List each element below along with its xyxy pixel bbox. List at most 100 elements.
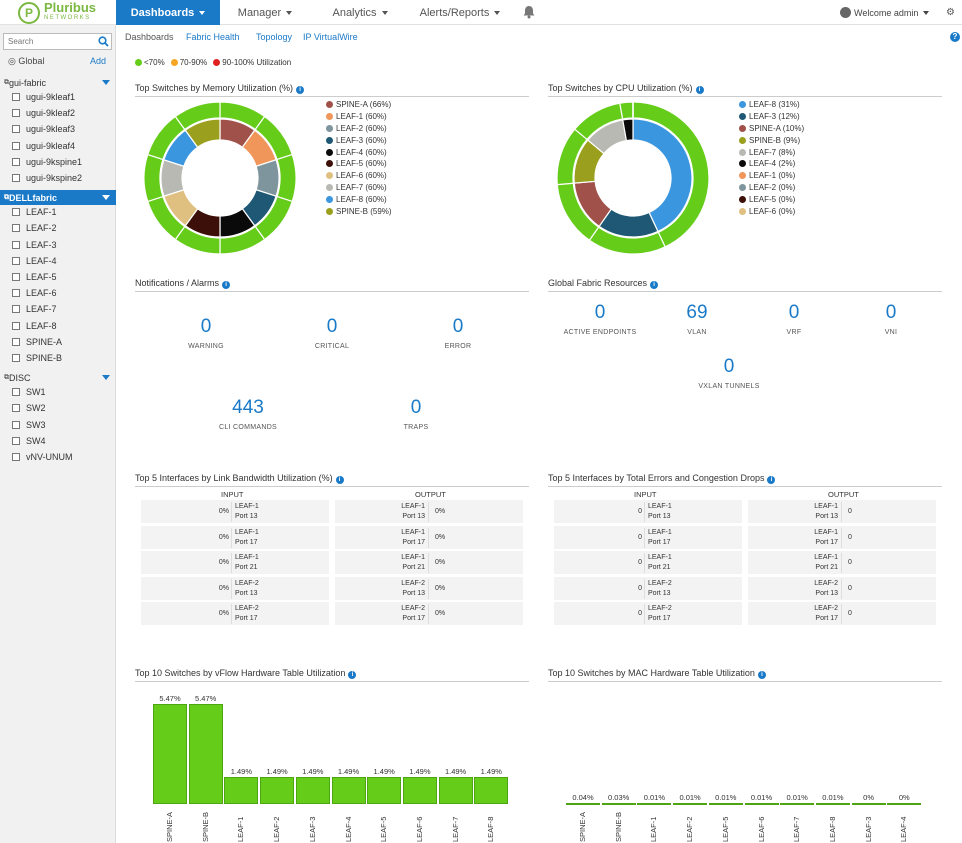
sidebar-item[interactable]: LEAF-8 [12, 321, 57, 331]
bar[interactable] [438, 776, 473, 804]
group-2[interactable]: ⧉ DISC [0, 370, 116, 385]
sidebar-item[interactable]: SPINE-B [12, 353, 62, 363]
info-icon[interactable]: i [757, 671, 766, 679]
chevron-down-icon[interactable] [102, 375, 110, 381]
sidebar-item[interactable]: ugui-9kspine1 [12, 157, 82, 167]
table-row[interactable]: 0% LEAF-1 Port 17 [141, 525, 329, 549]
checkbox[interactable] [12, 256, 20, 265]
checkbox[interactable] [12, 93, 20, 101]
checkbox[interactable] [12, 453, 20, 461]
sidebar-item[interactable]: SW1 [12, 387, 46, 397]
table-row[interactable]: LEAF-2 Port 17 0 [748, 602, 936, 625]
bar[interactable] [188, 704, 223, 804]
nav-analytics[interactable]: Analytics [315, 0, 405, 25]
search-icon[interactable] [98, 36, 109, 47]
checkbox[interactable] [12, 157, 20, 166]
bar[interactable] [887, 802, 922, 805]
tab-fabric-health[interactable]: Fabric Health [186, 32, 240, 42]
bar[interactable] [780, 802, 815, 805]
bar[interactable] [815, 802, 850, 805]
donut-outer-slice[interactable] [619, 101, 634, 120]
search-input[interactable] [3, 33, 112, 50]
bar[interactable] [673, 802, 708, 805]
checkbox[interactable] [12, 224, 20, 233]
checkbox[interactable] [12, 273, 20, 281]
table-row[interactable]: LEAF-1 Port 21 0% [335, 551, 523, 574]
bar[interactable] [566, 802, 600, 805]
table-row[interactable]: 0% LEAF-1 Port 21 [141, 551, 329, 574]
checkbox[interactable] [12, 240, 20, 249]
bar[interactable] [708, 802, 743, 805]
checkbox[interactable] [12, 321, 20, 330]
sidebar-item[interactable]: ugui-9kspine2 [12, 173, 82, 183]
checkbox[interactable] [12, 208, 20, 217]
bar[interactable] [224, 776, 259, 804]
info-icon[interactable]: i [695, 86, 704, 94]
table-row[interactable]: 0% LEAF-1 Port 13 [141, 500, 329, 523]
brand-logo[interactable]: P Pluribus NETWORKS [0, 0, 116, 25]
table-row[interactable]: 0 LEAF-2 Port 13 [554, 576, 742, 600]
checkbox[interactable] [12, 388, 20, 397]
bar[interactable] [474, 776, 509, 804]
table-row[interactable]: 0% LEAF-2 Port 13 [141, 576, 329, 600]
checkbox[interactable] [12, 354, 20, 362]
donut-outer-slice[interactable] [276, 153, 297, 203]
sidebar-item[interactable]: LEAF-5 [12, 272, 57, 282]
checkbox[interactable] [12, 337, 20, 346]
bar[interactable] [295, 776, 330, 804]
info-icon[interactable]: i [335, 476, 344, 484]
checkbox[interactable] [12, 289, 20, 298]
info-icon[interactable]: i [222, 281, 231, 289]
sidebar-item[interactable]: ugui-9kleaf4 [12, 141, 75, 151]
sidebar-item[interactable]: LEAF-1 [12, 207, 57, 217]
help-icon[interactable]: ? [950, 32, 960, 42]
donut-slice[interactable] [622, 118, 634, 142]
checkbox[interactable] [12, 174, 20, 182]
settings-icon[interactable]: ⚙ [946, 7, 955, 18]
table-row[interactable]: LEAF-1 Port 17 0% [335, 525, 523, 549]
bar[interactable] [601, 802, 636, 805]
group-1[interactable]: ⧉ DELLfabric [0, 190, 116, 206]
checkbox[interactable] [12, 404, 20, 413]
donut-slice[interactable] [184, 118, 221, 149]
nav-manager[interactable]: Manager [220, 0, 310, 25]
table-row[interactable]: 0 LEAF-1 Port 21 [554, 551, 742, 574]
table-row[interactable]: LEAF-1 Port 13 0% [335, 500, 523, 523]
info-icon[interactable]: i [348, 671, 357, 679]
table-row[interactable]: 0 LEAF-1 Port 17 [554, 525, 742, 549]
info-icon[interactable]: i [650, 281, 659, 289]
bar[interactable] [260, 776, 295, 804]
table-row[interactable]: 0 LEAF-2 Port 17 [554, 602, 742, 625]
table-row[interactable]: 0% LEAF-2 Port 17 [141, 602, 329, 625]
table-row[interactable]: LEAF-1 Port 13 0 [748, 500, 936, 523]
bar[interactable] [851, 802, 886, 805]
checkbox[interactable] [12, 305, 20, 314]
sidebar-item[interactable]: LEAF-3 [12, 240, 57, 250]
bell-icon[interactable] [522, 5, 536, 19]
sidebar-item[interactable]: LEAF-6 [12, 288, 57, 298]
sidebar-item[interactable]: SW2 [12, 403, 46, 413]
sidebar-item[interactable]: vNV-UNUM [12, 452, 73, 462]
bar[interactable] [402, 776, 437, 804]
table-row[interactable]: LEAF-2 Port 13 0% [335, 576, 523, 600]
sidebar-item[interactable]: LEAF-2 [12, 223, 57, 233]
nav-alerts-reports[interactable]: Alerts/Reports [410, 0, 510, 25]
checkbox[interactable] [12, 141, 20, 150]
donut-outer-slice[interactable] [174, 101, 221, 131]
add-link[interactable]: Add [90, 56, 107, 66]
bar[interactable] [637, 802, 672, 805]
user-menu[interactable]: Welcome admin [840, 0, 930, 25]
chevron-down-icon[interactable] [102, 80, 110, 85]
bar[interactable] [744, 802, 779, 805]
sidebar-item[interactable]: SW4 [12, 436, 46, 446]
checkbox[interactable] [12, 109, 20, 118]
nav-dashboards[interactable]: Dashboards [116, 0, 220, 25]
tab-dashboards[interactable]: Dashboards [125, 32, 174, 42]
global-scope[interactable]: ◎ Global [8, 56, 45, 66]
sidebar-item[interactable]: LEAF-7 [12, 304, 57, 314]
info-icon[interactable]: i [767, 476, 776, 484]
sidebar-item[interactable]: ugui-9kleaf2 [12, 108, 75, 118]
info-icon[interactable]: i [296, 86, 305, 94]
sidebar-item[interactable]: ugui-9kleaf3 [12, 124, 75, 134]
bar[interactable] [367, 776, 402, 804]
